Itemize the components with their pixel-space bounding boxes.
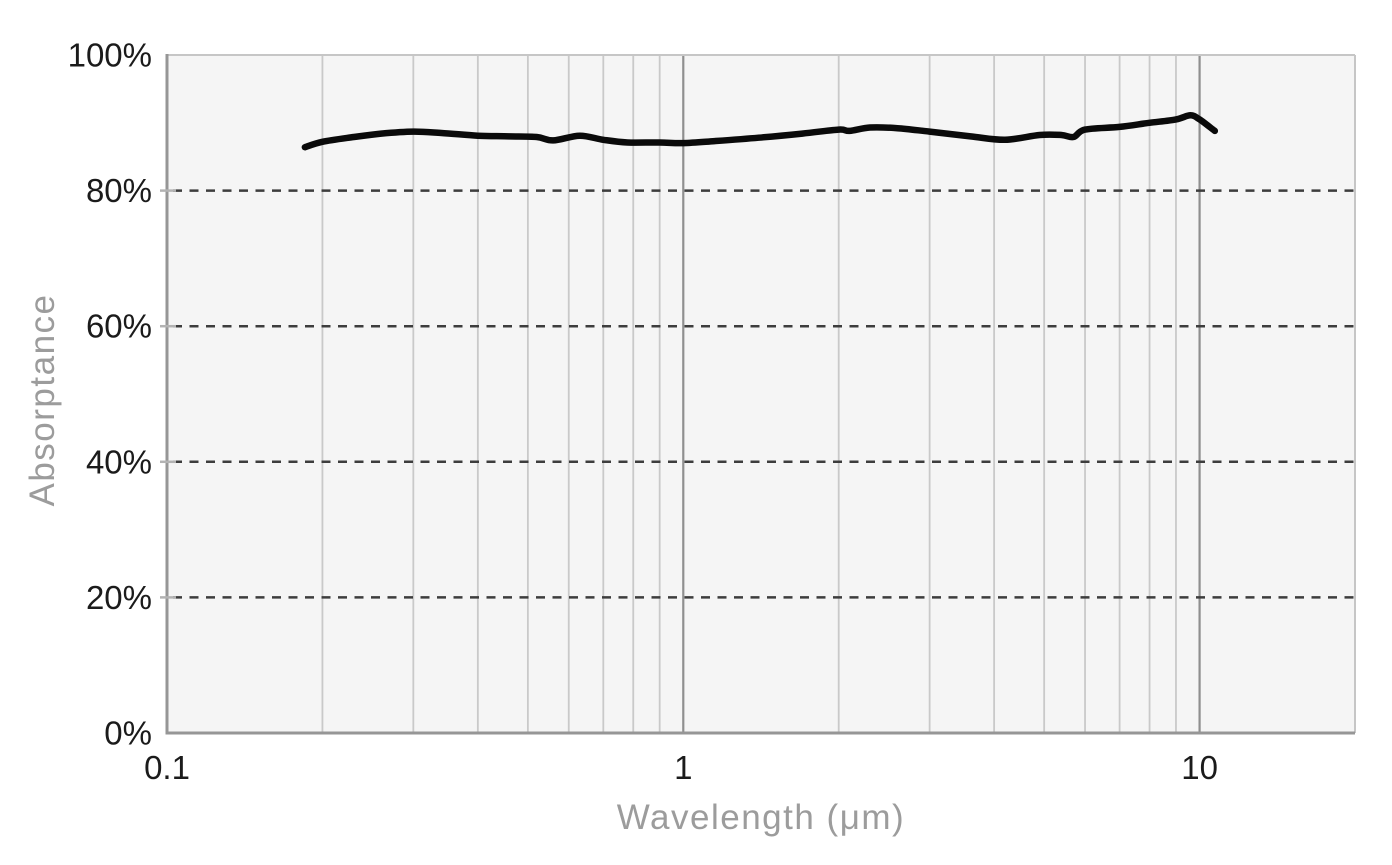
y-tick-label: 60% — [86, 308, 152, 345]
plot-border — [165, 54, 1356, 735]
series-absorptance-line — [301, 112, 1219, 151]
x-tick-label: 1 — [674, 749, 692, 786]
vertical-gridlines — [321, 55, 1201, 733]
y-tick-label: 20% — [86, 579, 152, 616]
x-axis-title: Wavelength (μm) — [616, 798, 906, 837]
x-tick-label: 10 — [1181, 749, 1218, 786]
y-axis-title: Absorptance — [23, 293, 62, 507]
y-tick-label: 0% — [104, 715, 152, 752]
x-tick-labels: 0.1 1 10 — [144, 749, 1218, 786]
x-tick-label: 0.1 — [144, 749, 190, 786]
y-tick-label: 40% — [86, 443, 152, 480]
y-tick-marks — [160, 189, 176, 599]
y-tick-label: 80% — [86, 172, 152, 209]
plot-area — [167, 55, 1355, 733]
y-tick-label: 100% — [68, 37, 152, 74]
y-tick-labels: 0% 20% 40% 60% 80% 100% — [68, 37, 152, 752]
